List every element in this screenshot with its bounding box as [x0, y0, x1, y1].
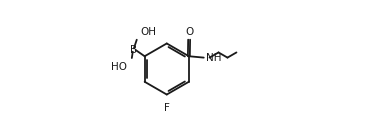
Text: NH: NH — [206, 53, 221, 63]
Text: B: B — [130, 45, 137, 55]
Text: HO: HO — [111, 62, 127, 72]
Text: OH: OH — [140, 27, 156, 37]
Text: F: F — [164, 103, 170, 113]
Text: O: O — [185, 27, 193, 37]
